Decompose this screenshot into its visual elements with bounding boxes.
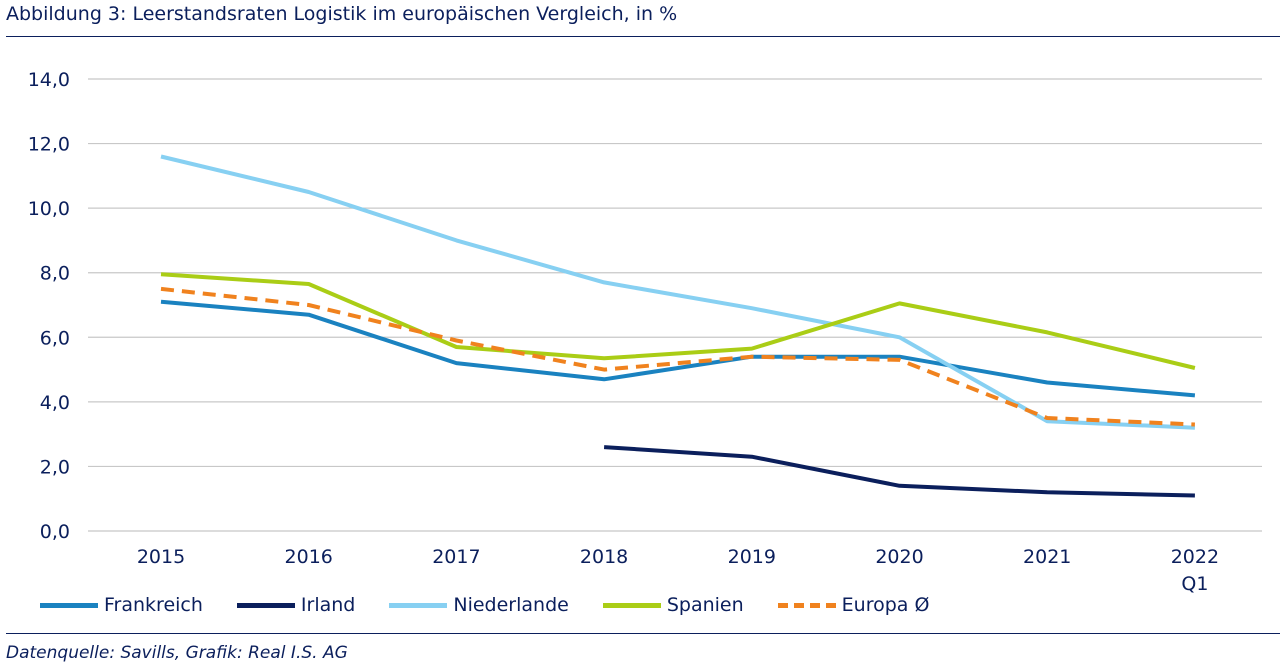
x-tick-label: Q1 <box>1181 573 1208 595</box>
legend-label: Europa Ø <box>841 594 930 616</box>
legend-swatch <box>236 602 295 608</box>
y-tick-label: 2,0 <box>40 456 70 478</box>
legend: Frankreich Irland Niederlande Spanien Europa… <box>40 594 963 616</box>
source-note: Datenquelle: Savills, Grafik: Real I.S. … <box>6 643 348 663</box>
legend-swatch <box>389 602 448 608</box>
series-lines <box>160 154 1196 498</box>
y-tick-label: 6,0 <box>40 327 70 349</box>
legend-item: Frankreich <box>40 594 203 616</box>
legend-label: Frankreich <box>104 594 203 616</box>
series-line-irland <box>603 445 1195 498</box>
x-tick-label: 2020 <box>875 546 923 568</box>
x-tick-label: 2018 <box>580 546 628 568</box>
y-axis-ticks: 0,0 2,0 4,0 6,0 8,0 10,0 12,0 14,0 <box>28 69 70 543</box>
chart-title: Abbildung 3: Leerstandsraten Logistik im… <box>6 3 678 25</box>
legend-swatch <box>777 602 836 608</box>
x-axis-ticks: 2015 2016 2017 2018 2019 2020 2021 2022 Q1 <box>137 546 1219 595</box>
x-tick-label: 2021 <box>1023 546 1071 568</box>
series-line-frankreich <box>160 299 1196 398</box>
legend-swatch <box>40 602 98 608</box>
legend-label: Spanien <box>666 594 744 616</box>
footer-rule <box>6 633 1280 634</box>
legend-label: Irland <box>300 594 356 616</box>
x-tick-label: 2019 <box>728 546 776 568</box>
y-tick-label: 8,0 <box>40 263 70 285</box>
legend-item: Niederlande <box>389 594 569 616</box>
y-tick-label: 14,0 <box>28 69 70 91</box>
gridlines <box>88 78 1262 532</box>
y-tick-label: 12,0 <box>28 134 70 156</box>
x-tick-label: 2016 <box>285 546 333 568</box>
header-rule <box>6 36 1280 37</box>
series-line-europa <box>160 286 1195 427</box>
x-tick-label: 2022 <box>1171 546 1219 568</box>
legend-item: Irland <box>236 594 356 616</box>
y-tick-label: 4,0 <box>40 392 70 414</box>
y-tick-label: 0,0 <box>40 521 70 543</box>
legend-item: Europa Ø <box>777 594 930 616</box>
x-tick-label: 2015 <box>137 546 185 568</box>
legend-item: Spanien <box>602 594 744 616</box>
series-line-niederlande <box>160 154 1195 430</box>
y-tick-label: 10,0 <box>28 198 70 220</box>
legend-swatch <box>602 602 661 608</box>
x-tick-label: 2017 <box>432 546 480 568</box>
chart-area: 0,0 2,0 4,0 6,0 8,0 10,0 12,0 14,0 2015 2016 2017… <box>28 69 1262 595</box>
series-line-spanien <box>160 272 1196 370</box>
legend-label: Niederlande <box>453 594 569 616</box>
